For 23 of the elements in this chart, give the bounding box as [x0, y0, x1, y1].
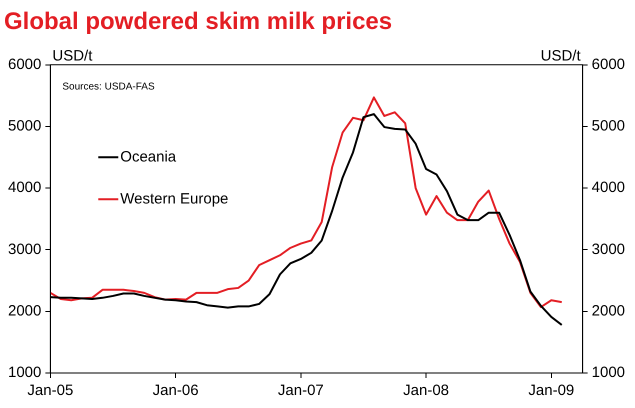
y-tick-label: 1000 [8, 364, 42, 382]
y-tick-label: 3000 [8, 240, 42, 258]
y2-tick-label: 4000 [592, 179, 626, 196]
legend-label: Western Europe [120, 190, 228, 208]
x-tick-label: Jan-07 [278, 382, 324, 400]
x-tick-label: Jan-09 [528, 382, 574, 400]
y2-axis-title: USD/t [540, 47, 582, 64]
y-tick-label: 2000 [8, 302, 42, 320]
x-tick-label: Jan-08 [403, 382, 450, 400]
y2-tick-label: 2000 [592, 302, 626, 320]
y2-tick-label: 6000 [592, 56, 626, 73]
annotation: Sources: USDA-FAS [62, 82, 155, 93]
y-tick-label: 5000 [8, 118, 42, 135]
y2-tick-label: 3000 [592, 240, 626, 258]
y2-tick-label: 5000 [592, 118, 626, 135]
x-tick-label: Jan-05 [27, 382, 74, 400]
y2-tick-label: 1000 [592, 364, 626, 382]
legend-label: Oceania [120, 148, 177, 166]
x-tick-label: Jan-06 [152, 382, 199, 400]
y-tick-label: 6000 [8, 56, 42, 73]
y-tick-label: 4000 [8, 179, 42, 196]
y-axis-title: USD/t [52, 47, 94, 64]
chart-title: Global powdered skim milk prices [4, 8, 392, 36]
